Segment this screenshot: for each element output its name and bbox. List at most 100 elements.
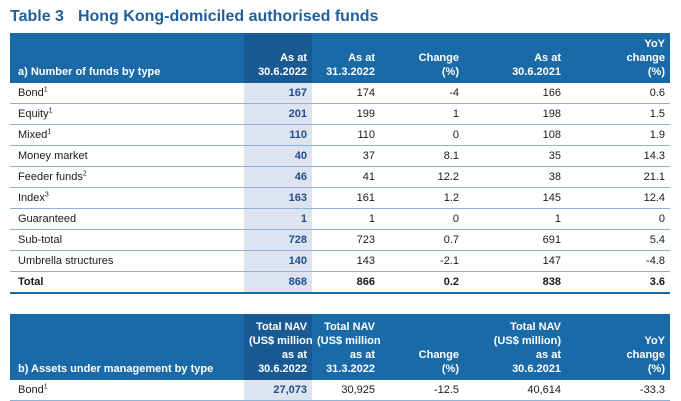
table-title: Table 3 Hong Kong-domiciled authorised fu…	[10, 5, 378, 29]
cell: 108	[464, 124, 566, 146]
footnote-marker: 1	[43, 383, 48, 391]
cell: 0.6	[566, 83, 670, 104]
row-label: Feeder funds2	[10, 166, 244, 188]
cell: 728	[244, 229, 312, 251]
row-label-text: Money market	[18, 150, 88, 162]
table-row: Feeder funds2 46 41 12.2 38 21.1	[10, 166, 670, 188]
col-header-line: (US$ million)	[317, 335, 380, 347]
table-number: Table 3	[10, 8, 64, 25]
col-header-line: (US$ million)	[249, 335, 312, 347]
col-header-line: (%)	[647, 363, 665, 375]
row-label: Total	[10, 271, 244, 294]
row-label-text: Feeder funds	[18, 171, 83, 183]
cell: 40	[244, 145, 312, 167]
header-row: a) Number of funds by type As at 30.6.20…	[10, 33, 670, 83]
cell: 30,925	[312, 380, 380, 401]
col-header-line: Change	[418, 52, 459, 64]
cell: 147	[464, 250, 566, 272]
col-header: As at 30.6.2021	[464, 33, 566, 83]
cell: 41	[312, 166, 380, 188]
table-row: Index3 163 161 1.2 145 12.4	[10, 187, 670, 209]
cell: 1	[312, 208, 380, 230]
col-header-line: (US$ million)	[493, 335, 561, 347]
cell: 143	[312, 250, 380, 272]
col-header-line: As at	[280, 52, 307, 64]
col-header-line: change	[626, 349, 665, 361]
cell: 14.3	[566, 145, 670, 167]
cell: 37	[312, 145, 380, 167]
col-header-line: Change	[418, 349, 459, 361]
cell: 35	[464, 145, 566, 167]
row-label-text: Index	[18, 192, 45, 204]
table-row: Umbrella structures 140 143 -2.1 147 -4.8	[10, 250, 670, 272]
table-body: Bond1 27,073 30,925 -12.5 40,614 -33.3	[10, 380, 670, 401]
row-label: Index3	[10, 187, 244, 209]
section-label: b) Assets under management by type	[10, 314, 244, 380]
row-label-text: Guaranteed	[18, 213, 77, 225]
row-label: Bond1	[10, 83, 244, 104]
footnote-marker: 1	[48, 107, 53, 115]
table-row: Money market 40 37 8.1 35 14.3	[10, 145, 670, 167]
cell: 167	[244, 83, 312, 104]
table-row: Bond1 27,073 30,925 -12.5 40,614 -33.3	[10, 380, 670, 401]
footnote-marker: 2	[82, 170, 87, 178]
cell: -2.1	[380, 250, 464, 272]
col-header-line: (%)	[441, 363, 459, 375]
row-label: Equity1	[10, 103, 244, 125]
cell: 174	[312, 83, 380, 104]
col-header-line: 31.3.2022	[326, 66, 375, 78]
col-header-line: change	[626, 52, 665, 64]
cell: 166	[464, 83, 566, 104]
cell: 0	[566, 208, 670, 230]
cell: 110	[244, 124, 312, 146]
col-header-line: Total NAV	[256, 321, 307, 333]
header-row: b) Assets under management by type Total…	[10, 314, 670, 380]
col-header-line: Total NAV	[510, 321, 561, 333]
col-header-line: As at	[534, 52, 561, 64]
cell: 110	[312, 124, 380, 146]
cell: 12.2	[380, 166, 464, 188]
table-row: Bond1 167 174 -4 166 0.6	[10, 83, 670, 104]
col-header-line: 30.6.2022	[258, 363, 307, 375]
col-header-line: (%)	[647, 66, 665, 78]
cell: 0	[380, 124, 464, 146]
cell: 163	[244, 187, 312, 209]
col-header-line: as at	[535, 349, 561, 361]
col-header: Change (%)	[380, 314, 464, 380]
col-header: As at 31.3.2022	[312, 33, 380, 83]
cell: 1	[380, 103, 464, 125]
cell: 1	[244, 208, 312, 230]
aum-by-type-table: b) Assets under management by type Total…	[10, 314, 670, 401]
cell: -4.8	[566, 250, 670, 272]
cell: 199	[312, 103, 380, 125]
cell: 1	[464, 208, 566, 230]
funds-by-type-table: a) Number of funds by type As at 30.6.20…	[10, 33, 670, 294]
row-label-text: Bond	[18, 87, 44, 99]
col-header-line: as at	[281, 349, 307, 361]
footnote-marker: 1	[43, 86, 48, 94]
col-header-line: 30.6.2021	[512, 363, 561, 375]
cell: 723	[312, 229, 380, 251]
col-header-line: Total NAV	[324, 321, 375, 333]
col-header: As at 30.6.2022	[244, 33, 312, 83]
section-label: a) Number of funds by type	[10, 33, 244, 83]
footnote-marker: 1	[47, 128, 52, 136]
col-header-line: 31.3.2022	[326, 363, 375, 375]
col-header: Total NAV (US$ million) as at 31.3.2022	[312, 314, 380, 380]
cell: 0.7	[380, 229, 464, 251]
cell: 0.2	[380, 271, 464, 294]
col-header: YoY change (%)	[566, 314, 670, 380]
row-label: Bond1	[10, 380, 244, 401]
cell: 1.5	[566, 103, 670, 125]
cell: 161	[312, 187, 380, 209]
row-label: Mixed1	[10, 124, 244, 146]
table-row: Guaranteed 1 1 0 1 0	[10, 208, 670, 230]
col-header: Total NAV (US$ million) as at 30.6.2022	[244, 314, 312, 380]
cell: 140	[244, 250, 312, 272]
col-header: Change (%)	[380, 33, 464, 83]
row-label: Money market	[10, 145, 244, 167]
col-header-line: (%)	[441, 66, 459, 78]
cell: 201	[244, 103, 312, 125]
total-row: Total 868 866 0.2 838 3.6	[10, 271, 670, 294]
